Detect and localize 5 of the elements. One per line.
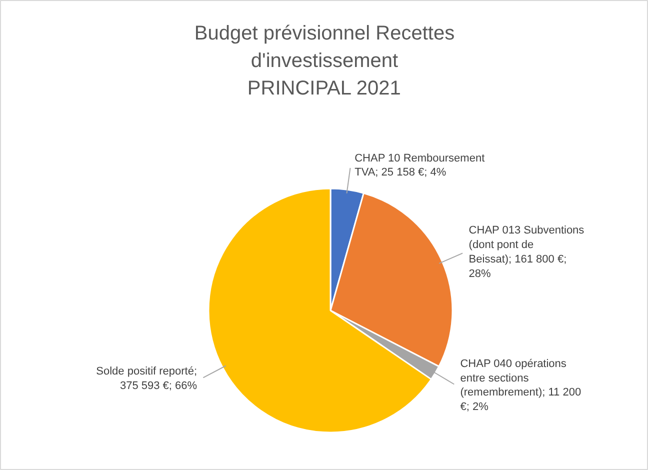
slice-label: Solde positif reporté; 375 593 €; 66% — [96, 366, 198, 392]
chart-title: Budget prévisionnel Recettes d'investissement PRINCIPAL 2021 — [194, 22, 455, 100]
slice-label: CHAP 10 Remboursement TVA; 25 158 €; 4% — [354, 152, 485, 179]
slice-label: CHAP 013 Subventions (dont pont de Beissat); 161 800 €; 28% — [468, 224, 585, 280]
slice-label: CHAP 040 opérations entre sections (remembrement); 11 200 €; 2% — [460, 358, 582, 414]
